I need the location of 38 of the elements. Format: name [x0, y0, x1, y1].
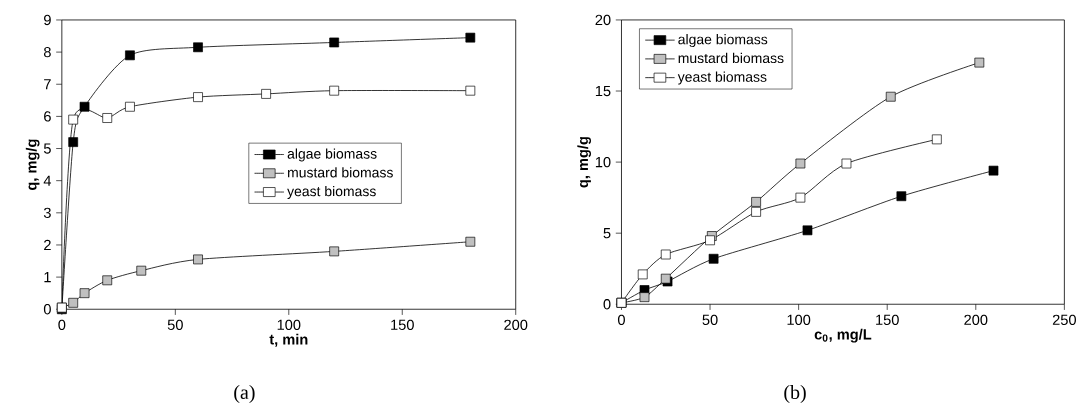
y-tick-label: 7	[44, 79, 51, 90]
x-tick-label: 50	[167, 319, 183, 330]
x-tick-label: 100	[787, 314, 811, 325]
x-tick-label: 250	[1052, 314, 1076, 325]
x-tick-label: 200	[504, 319, 528, 330]
y-axis-title: q, mg/g	[25, 139, 40, 190]
y-tick-label: 5	[603, 228, 611, 239]
y-tick-label: 6	[44, 111, 51, 122]
y-tick-label: 1	[44, 272, 51, 283]
text: (b)	[784, 384, 806, 404]
y-tick-label: 0	[43, 304, 51, 315]
x-tick-label: 200	[964, 314, 988, 325]
x-tick-label: 0	[58, 319, 66, 330]
y-tick-label: 3	[43, 207, 51, 218]
y-tick-label: 8	[43, 46, 51, 58]
x-tick-label: 100	[277, 319, 301, 330]
y-axis-title: q, mg/g	[577, 137, 592, 188]
y-tick-label: 2	[44, 239, 51, 251]
legend-label: yeast biomass	[287, 185, 376, 200]
y-tick-label: 4	[43, 175, 52, 186]
legend-label: yeast biomass	[677, 71, 767, 85]
y-tick-label: 20	[595, 14, 611, 26]
y-tick-label: 9	[44, 14, 51, 26]
y-tick-label: 10	[595, 156, 611, 168]
legend-label: mustard biomass	[288, 167, 393, 178]
x-tick-label: 0	[617, 314, 625, 325]
legend-label: mustard biomass	[678, 52, 784, 64]
x-tick-label: 150	[876, 314, 899, 325]
y-tick-label: 0	[603, 299, 611, 310]
text: (a)	[234, 384, 255, 404]
legend-label: algae biomass	[678, 34, 768, 48]
legend-label: algae biomass	[287, 148, 377, 162]
y-tick-label: 15	[595, 85, 611, 97]
x-axis-title: c$_{0}$, mg/L	[814, 328, 872, 343]
y-tick-label: 5	[43, 143, 51, 154]
x-tick-label: 50	[702, 314, 718, 325]
x-axis-title: t, min	[269, 333, 308, 347]
x-tick-label: 150	[391, 319, 414, 330]
